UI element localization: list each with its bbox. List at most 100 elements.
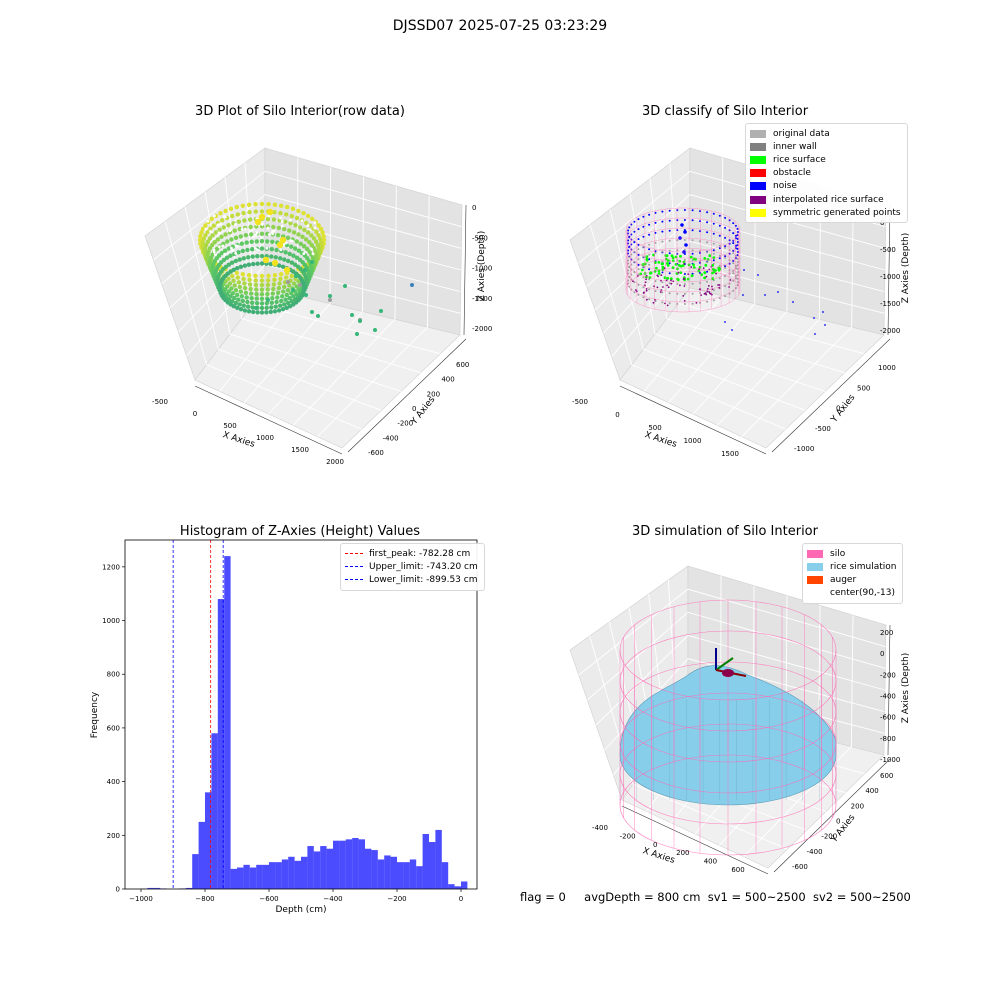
- raw-point: [216, 253, 222, 258]
- raw-point: [269, 300, 274, 305]
- histogram-bar: [454, 886, 461, 889]
- classify-point: [628, 226, 631, 229]
- raw-point: [238, 264, 244, 269]
- raw-point: [254, 296, 259, 301]
- raw-point: [260, 236, 263, 239]
- classify-point: [679, 264, 683, 268]
- raw-point: [234, 244, 238, 248]
- raw-point: [227, 281, 233, 286]
- raw-point: [203, 223, 208, 228]
- classify-point: [656, 274, 659, 277]
- raw-point: [285, 204, 290, 210]
- raw-point: [262, 256, 270, 264]
- histogram-bar: [217, 599, 225, 889]
- simulation-z-tick: -600: [880, 714, 896, 722]
- classify-point: [645, 274, 648, 277]
- classify-point: [724, 216, 727, 219]
- classify-point: [652, 253, 655, 257]
- raw-point: [254, 218, 262, 226]
- raw-point: [310, 260, 314, 264]
- histogram-bar: [243, 864, 250, 889]
- raw-point: [315, 242, 320, 248]
- raw-point: [270, 239, 275, 244]
- classify-point: [689, 255, 693, 259]
- histogram-bar: [307, 846, 314, 889]
- classify-point: [718, 257, 721, 260]
- histogram-bar: [371, 850, 378, 889]
- raw-point: [259, 287, 265, 292]
- classify-point: [743, 269, 745, 271]
- raw-point: [251, 235, 255, 239]
- raw-point: [244, 227, 247, 231]
- raw-point: [304, 220, 309, 226]
- raw-point: [236, 297, 241, 302]
- raw-point: [269, 254, 274, 259]
- raw-x-tick: 1000: [256, 434, 274, 442]
- raw-point: [280, 224, 284, 228]
- raw-point: [201, 236, 206, 241]
- histogram-bar: [198, 821, 205, 889]
- raw-point: [289, 218, 292, 222]
- classify-point: [737, 271, 739, 273]
- raw-point: [236, 219, 241, 224]
- classify-point: [633, 220, 636, 223]
- classify-point: [718, 277, 721, 280]
- raw-point: [255, 231, 259, 235]
- legend-item: center(90,-13): [807, 587, 896, 600]
- classify-point: [661, 291, 664, 294]
- raw-point: [301, 283, 307, 288]
- raw-point: [212, 250, 216, 254]
- classify-point: [637, 263, 640, 266]
- classify-point: [706, 261, 709, 264]
- raw-point: [279, 272, 284, 277]
- raw-point: [250, 254, 255, 259]
- raw-point: [254, 287, 259, 292]
- raw-point: [276, 285, 282, 291]
- classify-point: [637, 238, 640, 241]
- histogram-bar: [294, 860, 301, 889]
- classify-point: [637, 253, 640, 256]
- histogram-bar: [429, 842, 436, 889]
- raw-point: [286, 300, 291, 306]
- legend-label: inner wall: [773, 141, 817, 152]
- legend-swatch: [807, 549, 823, 558]
- classify-point: [637, 268, 640, 271]
- raw-point: [279, 236, 287, 244]
- classify-point: [691, 272, 694, 275]
- simulation-y-tick: 0: [836, 818, 840, 826]
- raw-point: [272, 229, 276, 233]
- raw-point: [215, 237, 221, 242]
- raw-point: [300, 234, 305, 239]
- raw-point: [276, 241, 284, 249]
- raw-point: [247, 277, 252, 282]
- classify-point: [680, 223, 684, 227]
- raw-point: [314, 255, 319, 261]
- classify-point: [764, 294, 766, 296]
- y-tick-label: 800: [107, 671, 120, 679]
- classify-point: [724, 245, 727, 248]
- classify-point: [670, 279, 672, 282]
- classify-point: [630, 243, 633, 246]
- silo-wireframe: [619, 599, 837, 856]
- legend-swatch: [750, 195, 766, 204]
- classify-point: [736, 277, 739, 280]
- classify-point: [683, 259, 686, 261]
- raw-point: [259, 201, 265, 207]
- raw-point: [206, 219, 210, 223]
- z-axis-line: [887, 624, 891, 756]
- classify-point: [654, 221, 657, 224]
- classify-point: [703, 257, 707, 260]
- raw-point: [255, 310, 260, 315]
- classify-point: [642, 292, 645, 294]
- classify-point: [661, 260, 664, 263]
- raw-point: [245, 247, 250, 253]
- raw-point: [236, 250, 241, 255]
- classify-point: [691, 229, 694, 232]
- classify-point: [706, 300, 709, 303]
- raw-point: [231, 278, 236, 283]
- classify-point: [645, 288, 648, 290]
- raw-point: [279, 298, 284, 304]
- classify-point: [661, 250, 664, 253]
- raw-point: [272, 273, 278, 278]
